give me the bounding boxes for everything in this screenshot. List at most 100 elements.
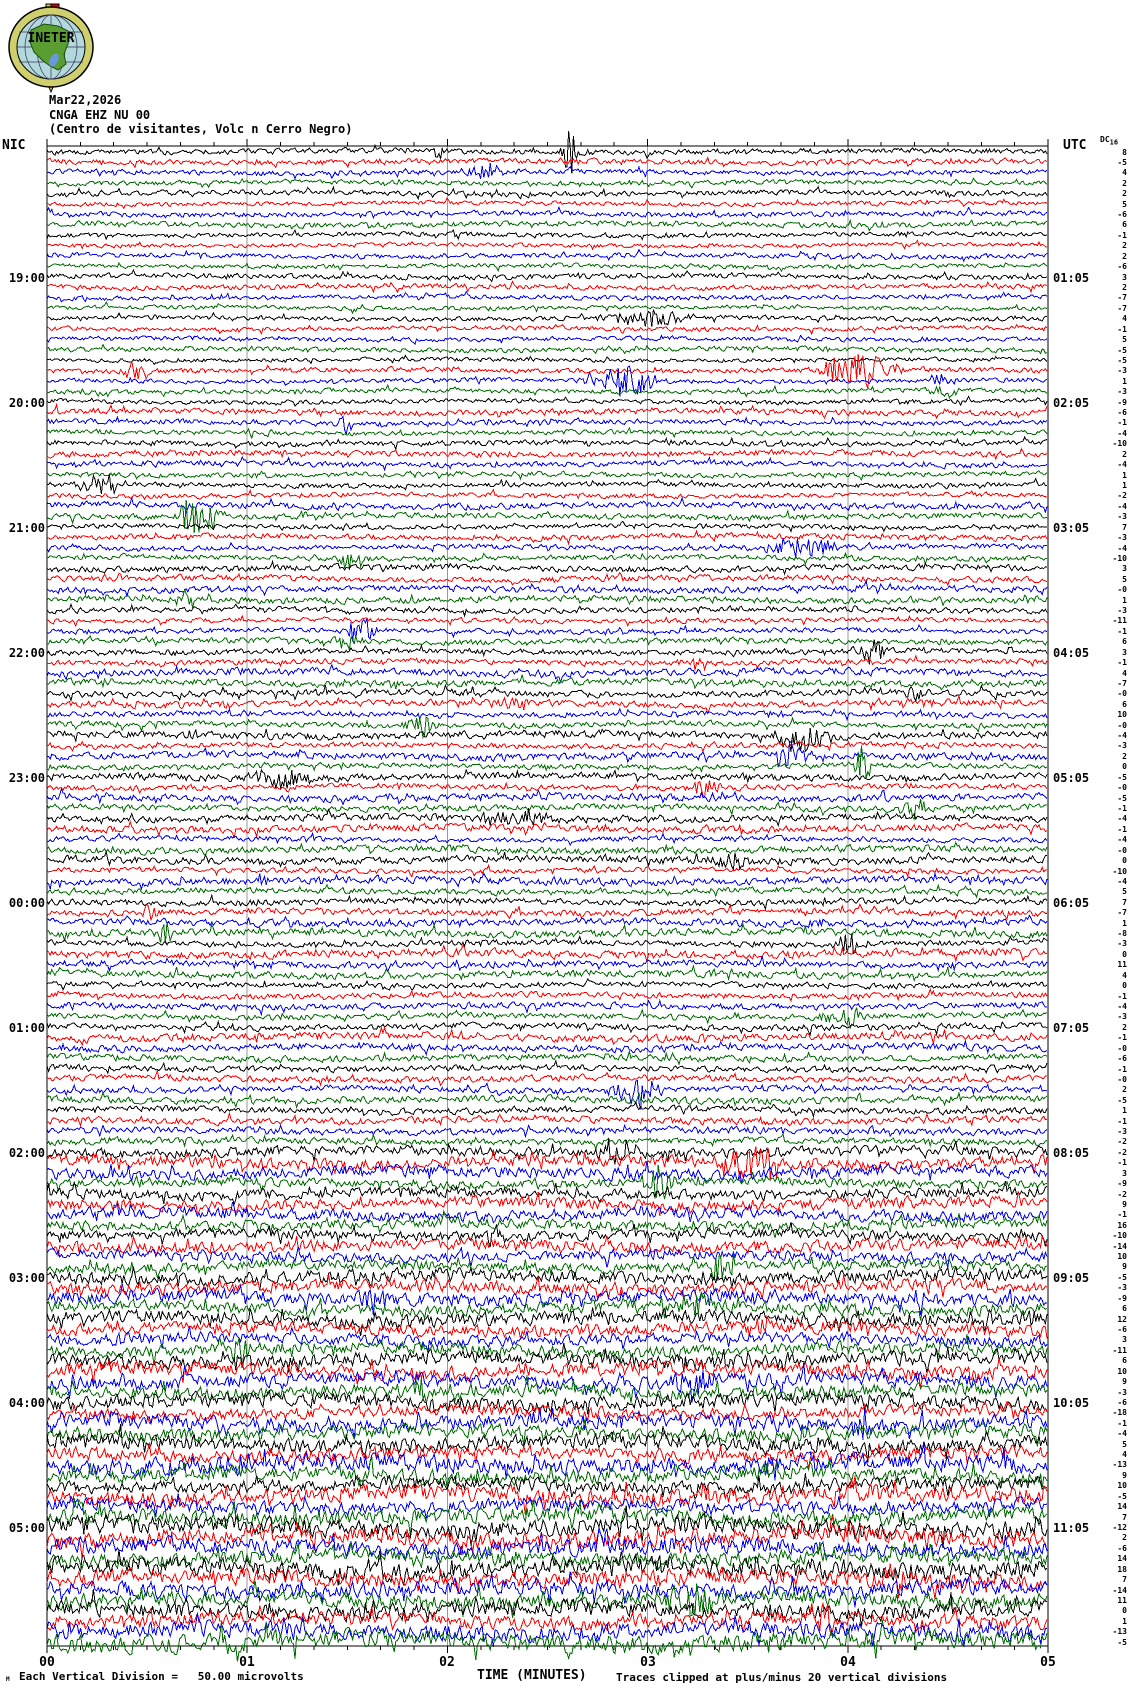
dc-offset-value: 6 xyxy=(1122,220,1127,230)
seismogram-trace-row xyxy=(46,1290,1048,1322)
dc-offset-value: -10 xyxy=(1112,439,1127,449)
seismogram-trace-row xyxy=(46,435,1048,452)
dc-offset-value: -1 xyxy=(1117,418,1127,428)
seismogram-trace-row xyxy=(46,560,1048,576)
seismogram-trace-row xyxy=(46,903,1048,921)
seismogram-trace-row xyxy=(46,1123,1048,1139)
seismogram-trace-row xyxy=(46,1602,1048,1637)
dc-offset-value: 5 xyxy=(1122,574,1127,584)
seismogram-trace-row xyxy=(46,798,1048,821)
dc-offset-value: 7 xyxy=(1122,522,1127,532)
minute-tick-label: 04 xyxy=(840,1655,856,1670)
dc-offset-value: 1 xyxy=(1122,480,1127,490)
seismogram-trace-row xyxy=(46,707,1048,722)
dc-offset-value: 2 xyxy=(1122,178,1127,188)
dc-offset-value: -6 xyxy=(1117,1397,1127,1407)
utc-hour-label: 07:05 xyxy=(1053,1021,1090,1035)
seismogram-trace-row xyxy=(46,261,1048,273)
footer-tiny-mark: M xyxy=(6,1676,10,1683)
dc-offset-value: -3 xyxy=(1117,533,1127,542)
seismogram-trace-row xyxy=(46,551,1048,571)
local-hour-label: 22:00 xyxy=(8,646,45,660)
seismogram-trace-row xyxy=(46,309,1047,327)
seismogram-trace-row xyxy=(46,1180,1048,1206)
dc-offset-value: -0 xyxy=(1117,1074,1127,1084)
minute-tick-label: 00 xyxy=(39,1655,55,1670)
seismogram-trace-row xyxy=(46,956,1048,973)
dc-offset-value: 14 xyxy=(1117,1502,1127,1512)
left-timezone-label: NIC xyxy=(2,138,26,153)
seismogram-trace-row xyxy=(46,1619,1048,1662)
local-hour-label: 02:00 xyxy=(8,1146,45,1160)
seismogram-trace-row xyxy=(46,520,1047,534)
seismogram-trace-row xyxy=(46,205,1048,219)
seismogram-trace-row xyxy=(46,1580,1048,1618)
minute-tick-label: 05 xyxy=(1040,1655,1056,1670)
seismogram-trace-row xyxy=(46,1527,1048,1564)
dc-offset-value: 4 xyxy=(1122,314,1127,324)
seismogram-trace-row xyxy=(46,239,1048,251)
seismogram-trace-row xyxy=(46,780,1048,799)
dc-offset-value: -3 xyxy=(1117,606,1127,615)
seismogram-trace-row xyxy=(46,883,1048,899)
seismogram-trace-row xyxy=(46,1442,1048,1469)
seismogram-trace-row xyxy=(46,383,1048,399)
seismogram-trace-row xyxy=(46,587,1048,609)
seismogram-trace-row xyxy=(46,529,1048,546)
seismogram-trace-row xyxy=(46,1442,1048,1481)
dc-offset-value: -6 xyxy=(1117,408,1127,417)
seismogram-trace-row xyxy=(46,334,1048,346)
dc-offset-value: 0 xyxy=(1122,762,1127,772)
seismogram-trace-row xyxy=(46,1314,1048,1340)
dc-offset-value: -3 xyxy=(1117,939,1127,949)
seismogram-trace-row xyxy=(46,248,1048,263)
seismogram-trace-row xyxy=(46,1407,1048,1440)
local-hour-label: 23:00 xyxy=(8,771,45,785)
dc-offset-value: -5 xyxy=(1117,772,1127,782)
dc-offset-value: -6 xyxy=(1117,210,1127,219)
seismogram-trace-row xyxy=(46,1563,1048,1600)
seismogram-trace-row xyxy=(46,683,1048,703)
seismogram-trace-row xyxy=(46,1165,1048,1201)
dc-offset-value: -3 xyxy=(1117,741,1127,751)
local-hour-label: 19:00 xyxy=(8,271,45,285)
dc-offset-value: -0 xyxy=(1117,845,1127,855)
seismogram-trace-row xyxy=(46,841,1048,857)
seismogram-trace-row xyxy=(46,602,1048,618)
dc-offset-value: 2 xyxy=(1122,251,1127,261)
dc-offset-value: -4 xyxy=(1117,1429,1127,1439)
dc-offset-value: 8 xyxy=(1122,147,1127,157)
dc-offset-value: -3 xyxy=(1117,1127,1127,1136)
seismogram-trace-row xyxy=(46,1475,1048,1516)
dc-offset-value: 7 xyxy=(1122,1575,1127,1584)
seismogram-trace-row xyxy=(46,1007,1048,1030)
dc-offset-value: -9 xyxy=(1117,1179,1127,1189)
dc-offset-value: 14 xyxy=(1117,1554,1127,1564)
seismogram-trace-row xyxy=(46,850,1048,872)
dc-offset-value: -10 xyxy=(1112,866,1127,876)
utc-hour-label: 02:05 xyxy=(1053,396,1090,410)
seismogram-trace-row xyxy=(46,1222,1048,1248)
dc-offset-value: 0 xyxy=(1122,981,1127,991)
seismogram-trace-row xyxy=(46,323,1048,336)
dc-offset-value: 0 xyxy=(1122,949,1127,959)
seismogram-trace-row xyxy=(46,807,1048,828)
seismogram-trace-row xyxy=(47,177,1048,189)
dc-offset-value: 0 xyxy=(1122,1606,1127,1616)
dc-offset-value: 1 xyxy=(1122,376,1127,386)
local-hour-label: 00:00 xyxy=(8,896,45,910)
dc-offset-value: 5 xyxy=(1122,887,1127,897)
dc-offset-value: 7 xyxy=(1122,897,1127,907)
dc-offset-value: 1 xyxy=(1122,1616,1127,1626)
dc-offset-value: -4 xyxy=(1117,835,1127,845)
seismogram-trace-row xyxy=(46,1400,1048,1425)
dc-offset-value: 2 xyxy=(1122,283,1127,292)
dc-offset-value: 9 xyxy=(1122,1199,1127,1209)
seismogram-trace-row xyxy=(46,579,1048,599)
dc-offset-value: -10 xyxy=(1112,1231,1127,1241)
seismogram-trace-row xyxy=(46,1424,1048,1463)
seismogram-trace-row xyxy=(46,1079,1048,1110)
seismogram-trace-row xyxy=(46,1246,1048,1268)
